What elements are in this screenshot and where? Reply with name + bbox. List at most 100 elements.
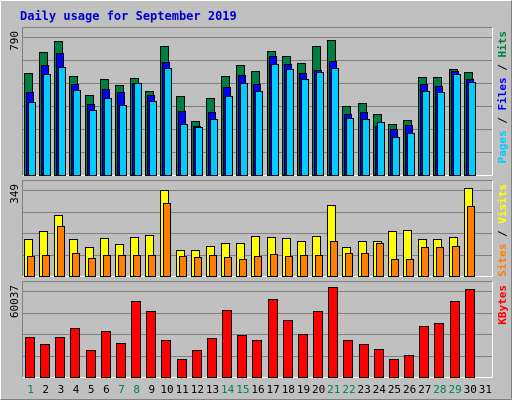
day-label-3: 3	[58, 383, 65, 396]
bar-pages-day-19	[301, 79, 309, 176]
bar-kbytes-day-6	[101, 331, 111, 378]
bar-pages-day-3	[58, 67, 66, 176]
bar-sites-day-24	[376, 243, 384, 277]
bar-sites-day-29	[452, 246, 460, 277]
bar-pages-day-15	[240, 83, 248, 176]
bar-kbytes-day-22	[343, 340, 353, 378]
bar-kbytes-day-2	[40, 344, 50, 378]
panel-kbytes: 60037 KBytes	[8, 281, 509, 378]
panel-hits: 790 Pages / Files / Hits	[8, 27, 509, 176]
bar-kbytes-day-30	[465, 289, 475, 378]
bar-pages-day-14	[225, 96, 233, 176]
bar-kbytes-day-13	[207, 338, 217, 378]
bar-pages-day-26	[407, 133, 415, 176]
bar-sites-day-2	[42, 255, 50, 277]
panel-kbytes-max-label: 60037	[8, 285, 21, 318]
bar-pages-day-6	[104, 98, 112, 176]
bar-kbytes-day-25	[389, 359, 399, 378]
day-label-16: 16	[251, 383, 264, 396]
bar-kbytes-day-7	[116, 343, 126, 378]
bar-pages-day-4	[73, 90, 81, 176]
bar-kbytes-day-9	[146, 311, 156, 378]
day-label-11: 11	[176, 383, 189, 396]
bar-kbytes-day-3	[55, 337, 65, 378]
day-label-22: 22	[342, 383, 355, 396]
bar-sites-day-28	[436, 247, 444, 277]
bar-sites-day-8	[133, 255, 141, 277]
bar-sites-day-19	[300, 255, 308, 277]
day-label-21: 21	[327, 383, 340, 396]
chart-title: Daily usage for September 2019	[20, 9, 237, 23]
bar-sites-day-20	[315, 255, 323, 277]
bar-sites-day-10	[163, 203, 171, 277]
bar-kbytes-day-26	[404, 355, 414, 378]
bar-pages-day-13	[210, 119, 218, 176]
day-label-10: 10	[160, 383, 173, 396]
legend-item-visits: Visits	[496, 184, 509, 224]
bar-sites-day-26	[406, 259, 414, 277]
day-label-9: 9	[149, 383, 156, 396]
bar-sites-day-11	[179, 256, 187, 277]
panel-visits-max-label: 349	[8, 184, 21, 204]
bar-sites-day-16	[254, 256, 262, 277]
day-label-1: 1	[27, 383, 34, 396]
day-label-25: 25	[388, 383, 401, 396]
bar-sites-day-21	[330, 241, 338, 277]
bar-kbytes-day-11	[177, 359, 187, 378]
bar-sites-day-18	[285, 256, 293, 277]
bar-kbytes-day-16	[252, 340, 262, 378]
bar-sites-day-6	[103, 255, 111, 277]
bar-pages-day-8	[134, 83, 142, 176]
bar-pages-day-10	[164, 68, 172, 176]
bar-pages-day-24	[377, 122, 385, 176]
day-label-14: 14	[221, 383, 235, 396]
bar-pages-day-25	[392, 137, 400, 176]
bar-sites-day-14	[224, 257, 232, 277]
bar-kbytes-day-8	[131, 301, 141, 378]
bar-sites-day-25	[391, 259, 399, 277]
bar-sites-day-1	[27, 256, 35, 277]
bar-sites-day-27	[421, 247, 429, 277]
day-label-23: 23	[358, 383, 371, 396]
bar-kbytes-day-4	[70, 328, 80, 378]
bar-sites-day-23	[361, 253, 369, 277]
day-label-20: 20	[312, 383, 325, 396]
bar-pages-day-20	[316, 72, 324, 176]
bar-kbytes-day-19	[298, 334, 308, 378]
bar-pages-day-16	[255, 91, 263, 176]
bar-pages-day-23	[362, 119, 370, 176]
day-label-19: 19	[297, 383, 310, 396]
bar-pages-day-21	[331, 68, 339, 176]
legend-separator: /	[496, 224, 509, 244]
series-sites	[27, 203, 475, 277]
bar-sites-day-12	[194, 257, 202, 277]
day-label-31: 31	[479, 383, 492, 396]
day-label-6: 6	[103, 383, 110, 396]
panel-visits-legend: Sites / Visits	[496, 184, 509, 277]
bar-sites-day-7	[118, 255, 126, 277]
bar-pages-day-5	[89, 110, 97, 176]
bar-sites-day-3	[57, 226, 65, 277]
bar-pages-day-30	[468, 82, 476, 176]
bar-sites-day-30	[467, 206, 475, 277]
legend-item-files: Files	[496, 77, 509, 110]
bar-kbytes-day-1	[25, 337, 35, 378]
bar-pages-day-17	[271, 64, 279, 176]
legend-item-hits: Hits	[496, 31, 509, 58]
legend-item-kbytes: KBytes	[496, 285, 509, 325]
bar-kbytes-day-20	[313, 311, 323, 378]
day-label-26: 26	[403, 383, 416, 396]
day-label-15: 15	[236, 383, 249, 396]
day-label-28: 28	[433, 383, 446, 396]
bar-pages-day-9	[149, 101, 157, 176]
bar-pages-day-11	[180, 124, 188, 176]
day-label-4: 4	[73, 383, 80, 396]
day-label-29: 29	[448, 383, 461, 396]
chart-panels: 790 Pages / Files / Hits 349 Sites / Visits…	[8, 27, 509, 378]
bar-pages-day-27	[422, 91, 430, 176]
bar-pages-day-2	[43, 74, 51, 176]
bar-pages-day-28	[437, 92, 445, 176]
bar-kbytes-day-23	[359, 344, 369, 378]
day-label-7: 7	[118, 383, 125, 396]
